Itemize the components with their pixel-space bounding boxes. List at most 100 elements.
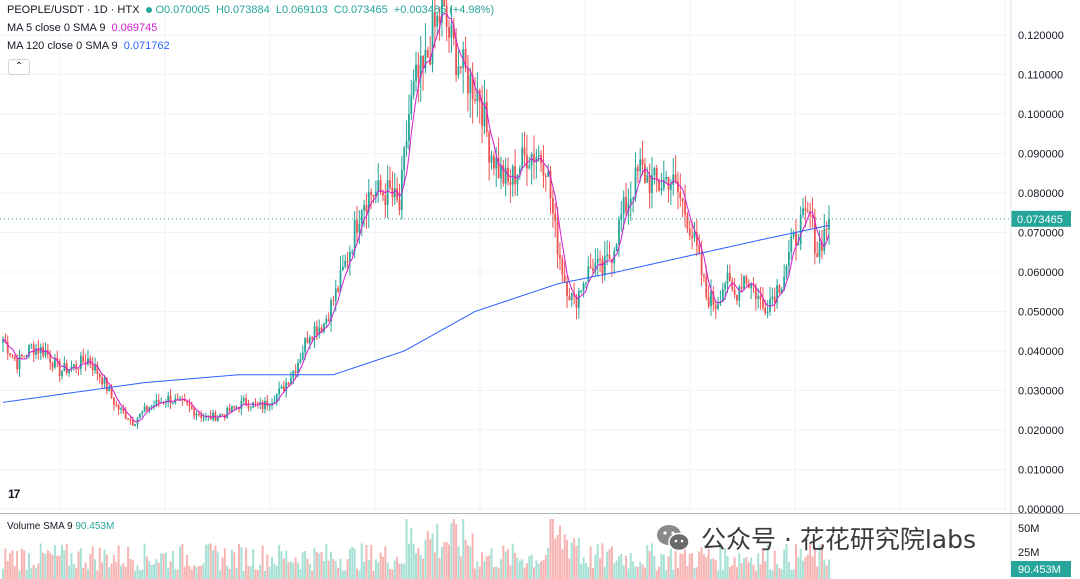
symbol-legend[interactable]: PEOPLE/USDT · 1D · HTX O0.070005 H0.07388… — [7, 4, 497, 16]
volume-bar — [346, 558, 349, 579]
volume-bar — [160, 553, 163, 579]
volume-bar — [209, 543, 212, 579]
candle-body — [20, 354, 23, 357]
volume-bar — [136, 565, 139, 579]
volume-bar — [476, 561, 479, 579]
candle-body — [627, 203, 630, 212]
volume-bar — [684, 545, 687, 579]
volume-bar — [462, 519, 465, 579]
volume-bar — [603, 566, 606, 579]
volume-bar — [44, 553, 47, 579]
candle-body — [585, 282, 587, 284]
volume-tick-label: 25M — [1018, 547, 1039, 559]
volume-bar — [785, 543, 788, 579]
candle-body — [823, 228, 826, 251]
candle-body — [370, 191, 373, 195]
volume-bar — [771, 570, 774, 579]
volume-bar — [228, 568, 231, 579]
price-tick-label: 0.100000 — [1018, 109, 1064, 121]
volume-legend[interactable]: Volume SMA 9 90.453M — [7, 521, 114, 532]
volume-bar — [438, 557, 441, 579]
volume-bar — [282, 558, 285, 579]
collapse-legend-button[interactable]: ⌃ — [8, 59, 30, 75]
volume-bar — [56, 555, 59, 579]
volume-bar — [695, 567, 698, 579]
candle-body — [662, 179, 665, 189]
volume-bar — [188, 565, 191, 579]
volume-bar — [407, 543, 410, 579]
candle-body — [9, 353, 11, 356]
volume-bar — [204, 544, 207, 579]
volume-bar — [735, 566, 738, 579]
volume-bar — [120, 565, 122, 579]
candle-body — [308, 337, 311, 344]
volume-axis: 25M 50M 90.453M — [1011, 523, 1071, 577]
candle-body — [566, 282, 568, 297]
candle-body — [745, 276, 748, 284]
volume-bar — [651, 543, 653, 579]
volume-bar — [261, 545, 264, 579]
candle-body — [320, 327, 323, 332]
candle-body — [559, 254, 561, 259]
candle-body — [665, 176, 668, 180]
candle-body — [313, 326, 316, 339]
volume-bar — [495, 566, 498, 579]
candle-body — [641, 159, 644, 166]
candle-body — [773, 296, 776, 303]
candle-body — [247, 405, 250, 409]
volume-bar — [195, 566, 198, 579]
candle-body — [707, 296, 710, 307]
candle-body — [96, 364, 99, 375]
candle-body — [183, 399, 186, 402]
candle-body — [195, 413, 198, 416]
ma120-legend[interactable]: MA 120 close 0 SMA 9 0.071762 — [7, 40, 173, 52]
ma5-line — [2, 13, 830, 423]
candle-body — [181, 398, 184, 400]
volume-bar — [42, 552, 45, 579]
candle-body — [285, 382, 288, 391]
tradingview-logo-icon[interactable]: 17 — [8, 487, 20, 501]
volume-bar — [181, 543, 184, 579]
volume-bar — [780, 569, 783, 579]
candle-body — [367, 191, 370, 212]
candle-body — [424, 49, 427, 69]
volume-bar — [599, 558, 602, 579]
symbol-title[interactable]: PEOPLE/USDT · 1D · HTX — [7, 4, 140, 16]
candle-body — [728, 273, 731, 281]
candle-body — [153, 404, 155, 406]
candle-body — [77, 368, 80, 370]
ma5-legend[interactable]: MA 5 close 0 SMA 9 0.069745 — [7, 22, 160, 34]
volume-bar — [466, 545, 469, 579]
volume-bar — [481, 552, 484, 579]
candle-body — [698, 245, 701, 253]
volume-bar — [714, 560, 717, 579]
volume-bar — [747, 562, 750, 579]
volume-bar — [492, 567, 495, 579]
volume-bar — [615, 560, 618, 579]
candle-body — [54, 357, 56, 368]
candle-body — [58, 360, 61, 376]
volume-bar — [275, 565, 278, 579]
volume-bar — [129, 558, 132, 579]
volume-bar — [662, 554, 665, 579]
volume-bar — [542, 559, 545, 579]
candle-body — [651, 175, 653, 194]
volume-bar — [700, 547, 703, 579]
volume-bar — [724, 548, 727, 579]
price-tick-label: 0.050000 — [1018, 307, 1064, 319]
candle-body — [18, 354, 21, 370]
candle-body — [436, 15, 439, 27]
volume-bar — [686, 566, 689, 579]
volume-bar — [313, 547, 316, 579]
volume-bar — [287, 562, 290, 579]
volume-bar — [693, 567, 696, 579]
volume-bar — [18, 570, 21, 579]
volume-bar — [304, 551, 307, 579]
candle-body — [500, 165, 502, 179]
volume-bar — [115, 562, 118, 579]
volume-bar — [157, 562, 160, 579]
volume-bar — [648, 551, 651, 579]
candle-body — [216, 416, 219, 421]
watermark: 公众号 · 花花研究院labs — [655, 520, 976, 556]
